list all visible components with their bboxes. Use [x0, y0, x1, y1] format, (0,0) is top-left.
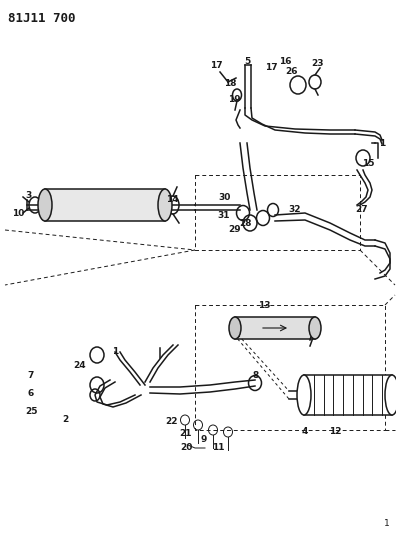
Text: 21: 21 [179, 430, 191, 439]
Text: 18: 18 [224, 78, 236, 87]
Text: 11: 11 [212, 442, 224, 451]
Text: 17: 17 [265, 62, 277, 71]
Ellipse shape [385, 375, 396, 415]
Text: 10: 10 [12, 208, 24, 217]
Text: 19: 19 [228, 95, 240, 104]
Text: 6: 6 [28, 389, 34, 398]
Text: 15: 15 [362, 158, 374, 167]
Text: 31: 31 [218, 211, 230, 220]
Text: 30: 30 [219, 193, 231, 203]
Ellipse shape [38, 189, 52, 221]
Text: 81J11 700: 81J11 700 [8, 12, 76, 25]
Ellipse shape [309, 317, 321, 339]
Text: 14: 14 [166, 196, 178, 205]
Text: 12: 12 [329, 427, 341, 437]
Text: 5: 5 [244, 58, 250, 67]
Text: 7: 7 [28, 370, 34, 379]
Text: 17: 17 [210, 61, 222, 70]
Text: 8: 8 [253, 372, 259, 381]
Text: 3: 3 [26, 190, 32, 199]
Ellipse shape [158, 189, 172, 221]
Text: 9: 9 [201, 435, 207, 445]
Text: 20: 20 [180, 443, 192, 453]
Text: 2: 2 [62, 416, 68, 424]
Text: 1: 1 [112, 348, 118, 357]
Polygon shape [45, 189, 165, 221]
Text: 4: 4 [302, 427, 308, 437]
Text: 23: 23 [312, 60, 324, 69]
Text: 27: 27 [356, 206, 368, 214]
Text: 22: 22 [166, 417, 178, 426]
Ellipse shape [229, 317, 241, 339]
Text: 25: 25 [25, 408, 37, 416]
Text: 29: 29 [228, 225, 241, 235]
Text: 24: 24 [74, 360, 86, 369]
Ellipse shape [297, 375, 311, 415]
Text: 32: 32 [289, 205, 301, 214]
Text: 13: 13 [258, 301, 270, 310]
Text: 16: 16 [279, 58, 291, 67]
Text: 26: 26 [285, 68, 297, 77]
Polygon shape [235, 317, 315, 339]
Text: 28: 28 [239, 220, 251, 229]
Polygon shape [304, 375, 392, 415]
Text: 1: 1 [384, 519, 390, 528]
Text: 1: 1 [379, 139, 385, 148]
